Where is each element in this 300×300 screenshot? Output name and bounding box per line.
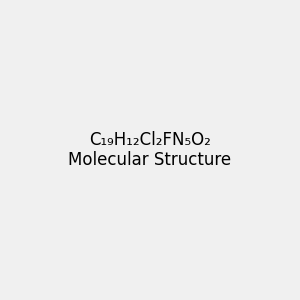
Text: C₁₉H₁₂Cl₂FN₅O₂
Molecular Structure: C₁₉H₁₂Cl₂FN₅O₂ Molecular Structure <box>68 130 232 170</box>
